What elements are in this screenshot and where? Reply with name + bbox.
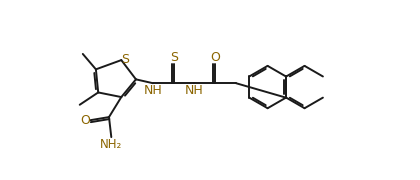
Text: NH: NH bbox=[185, 84, 204, 97]
Text: S: S bbox=[121, 53, 129, 66]
Text: S: S bbox=[170, 51, 178, 64]
Text: O: O bbox=[80, 114, 90, 127]
Text: O: O bbox=[210, 51, 220, 64]
Text: NH₂: NH₂ bbox=[100, 138, 122, 150]
Text: NH: NH bbox=[144, 84, 162, 97]
